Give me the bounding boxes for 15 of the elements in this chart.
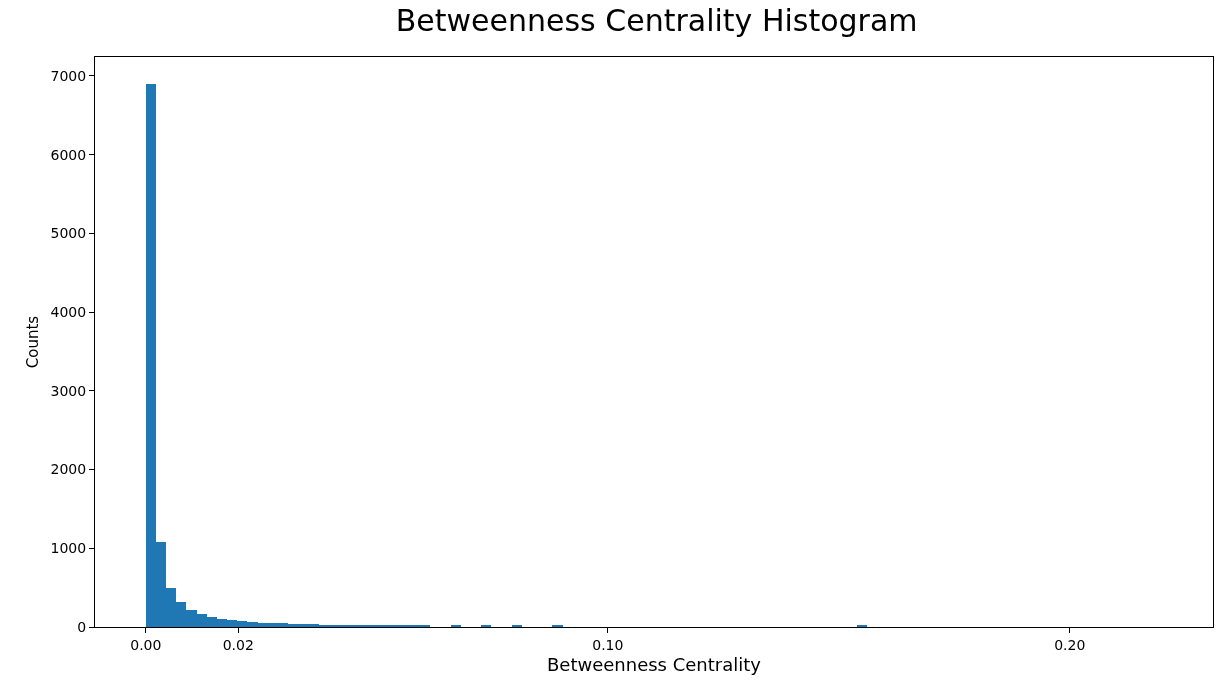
y-tick-label: 6000 [50, 146, 87, 163]
y-tick-label: 1000 [50, 540, 87, 557]
y-tick-label: 0 [77, 618, 87, 635]
x-tick-label: 0.20 [1054, 636, 1086, 653]
y-axis-title: Counts [23, 315, 42, 369]
x-tick-label: 0.02 [222, 636, 254, 653]
y-tick-label: 3000 [50, 382, 87, 399]
chart-title: Betweenness Centrality Histogram [395, 3, 918, 39]
x-tick-label: 0.10 [592, 636, 624, 653]
y-tick-label: 4000 [50, 303, 87, 320]
y-tick-label: 5000 [50, 225, 87, 242]
x-axis-title: Betweenness Centrality [547, 653, 762, 675]
y-tick-label: 7000 [50, 67, 87, 84]
x-tick-label: 0.00 [130, 636, 162, 653]
y-tick-label: 2000 [50, 461, 87, 478]
